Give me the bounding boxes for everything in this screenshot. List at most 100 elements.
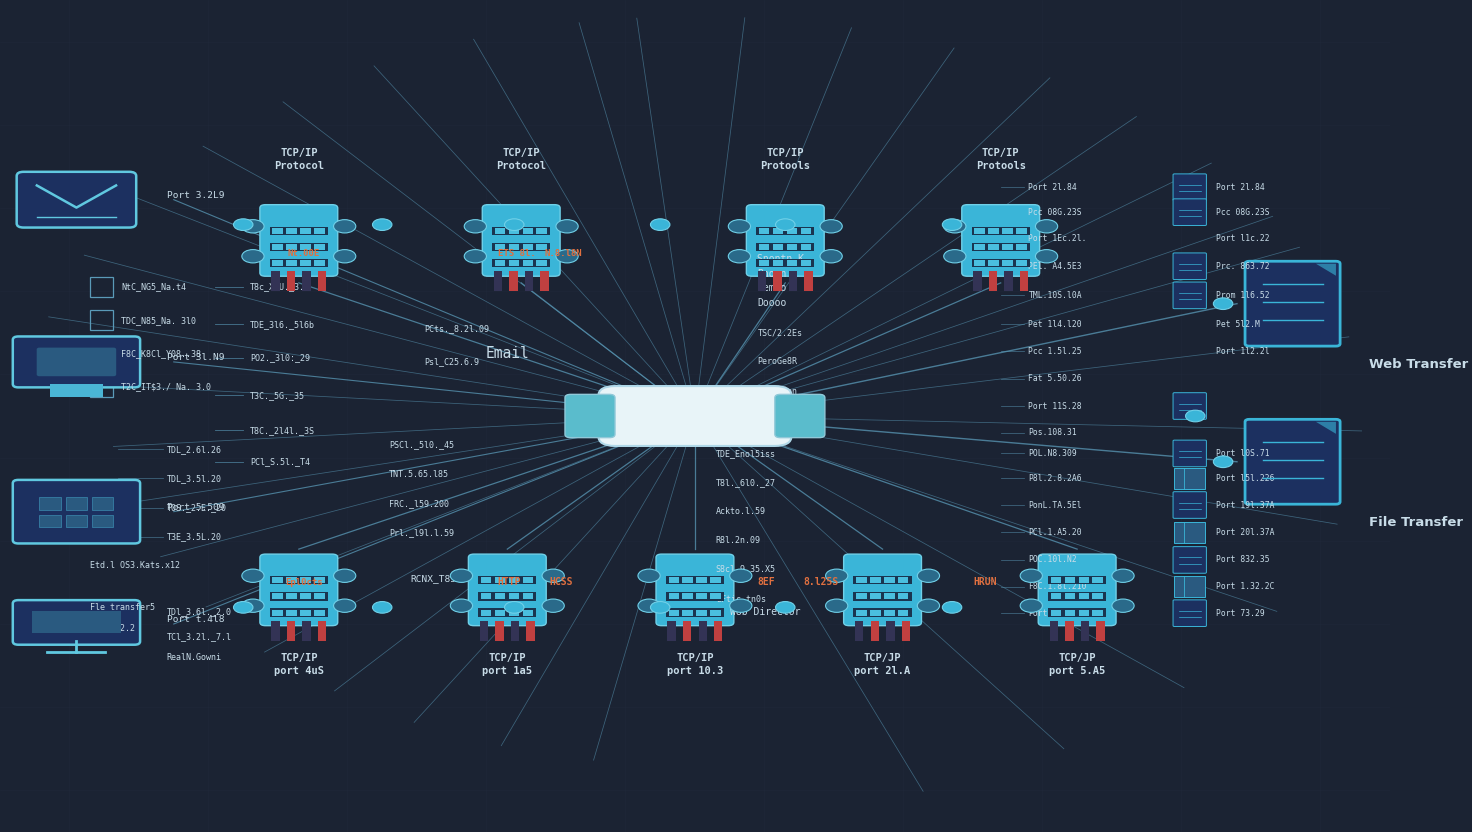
Text: 8.l25S: 8.l25S (804, 577, 839, 587)
Text: TNT.5.65.l85: TNT.5.65.l85 (389, 470, 449, 478)
Text: Pos.108.31: Pos.108.31 (1029, 428, 1078, 437)
Bar (287, 228, 297, 234)
FancyBboxPatch shape (746, 205, 824, 276)
Text: Port l5l.226: Port l5l.226 (1216, 474, 1275, 483)
Bar (272, 610, 283, 616)
Text: Fle transfer5: Fle transfer5 (90, 603, 156, 612)
Bar (90, 310, 112, 330)
Bar (272, 228, 283, 234)
Bar (481, 610, 492, 616)
Bar (1092, 610, 1103, 616)
Bar (1175, 468, 1206, 489)
Bar (989, 271, 997, 291)
Bar (271, 621, 280, 641)
Circle shape (241, 250, 263, 263)
Bar (509, 577, 520, 583)
Bar (683, 621, 692, 641)
Text: TDL_3.5l.20: TDL_3.5l.20 (166, 474, 222, 483)
Bar (527, 621, 534, 641)
Bar (523, 610, 533, 616)
Circle shape (1035, 250, 1058, 263)
Bar (66, 515, 87, 527)
Polygon shape (1316, 422, 1337, 433)
Circle shape (542, 569, 564, 582)
Circle shape (241, 569, 263, 582)
Bar (1097, 621, 1104, 641)
Bar (509, 610, 520, 616)
Bar (760, 228, 770, 234)
Bar (696, 577, 707, 583)
Text: S8cl.9.35.X5: S8cl.9.35.X5 (715, 566, 776, 574)
Bar (66, 498, 87, 510)
Bar (478, 608, 536, 617)
Bar (854, 576, 911, 584)
Text: PCts._8.2l.09: PCts._8.2l.09 (424, 324, 489, 333)
Text: Port 3.2L9: Port 3.2L9 (166, 191, 224, 200)
Bar (492, 259, 551, 267)
Bar (300, 610, 311, 616)
Circle shape (464, 220, 486, 233)
Bar (710, 593, 721, 599)
Bar (1016, 228, 1026, 234)
Bar (789, 271, 798, 291)
Text: N.8.l8N: N.8.l8N (545, 250, 583, 258)
FancyBboxPatch shape (261, 205, 337, 276)
Bar (870, 610, 880, 616)
Bar (481, 593, 492, 599)
Text: TDl_3.6l._2.0: TDl_3.6l._2.0 (166, 607, 231, 616)
Text: Port 11S.28: Port 11S.28 (1029, 402, 1082, 410)
Text: TCP/JP
port 2l.A: TCP/JP port 2l.A (854, 653, 911, 676)
Text: Prom 1l6.52: Prom 1l6.52 (1216, 291, 1270, 300)
Text: TDE_3l6._5l6b: TDE_3l6._5l6b (250, 320, 315, 329)
FancyBboxPatch shape (1173, 253, 1207, 280)
Bar (885, 610, 895, 616)
Text: Port l1c.22: Port l1c.22 (1216, 235, 1270, 243)
Bar (857, 593, 867, 599)
Text: NtC_NG5_Na.t4: NtC_NG5_Na.t4 (121, 283, 185, 291)
Text: Etd.l OS3.Kats.x12: Etd.l OS3.Kats.x12 (90, 562, 181, 570)
Bar (855, 621, 864, 641)
Text: F8C.1.8l.210: F8C.1.8l.210 (1029, 582, 1086, 591)
Circle shape (1020, 569, 1042, 582)
Bar (314, 610, 325, 616)
Bar (302, 271, 311, 291)
Text: POC.10l.N2: POC.10l.N2 (1029, 556, 1078, 564)
Bar (773, 228, 783, 234)
Bar (495, 260, 505, 266)
Text: Port 5.509: Port 5.509 (166, 503, 224, 512)
Bar (493, 271, 502, 291)
Circle shape (1213, 298, 1234, 310)
Bar (786, 260, 798, 266)
Bar (300, 593, 311, 599)
FancyBboxPatch shape (16, 171, 137, 227)
Circle shape (334, 569, 356, 582)
Bar (509, 271, 518, 291)
Bar (668, 593, 679, 599)
Bar (478, 576, 536, 584)
FancyBboxPatch shape (1173, 492, 1207, 518)
Text: Port 832.35: Port 832.35 (1216, 556, 1270, 564)
Bar (523, 244, 533, 250)
Bar (1064, 577, 1075, 583)
FancyBboxPatch shape (13, 480, 140, 543)
Bar (710, 610, 721, 616)
Bar (786, 228, 798, 234)
Bar (287, 271, 296, 291)
Text: Port 2l.84: Port 2l.84 (1216, 183, 1264, 191)
Bar (287, 260, 297, 266)
Circle shape (556, 220, 578, 233)
Bar (758, 271, 765, 291)
FancyBboxPatch shape (1245, 261, 1340, 346)
Text: Port 2l.84: Port 2l.84 (1029, 183, 1078, 191)
Bar (271, 271, 280, 291)
Bar (757, 243, 814, 251)
FancyBboxPatch shape (1173, 174, 1207, 201)
Text: T2C_IT$3./ Na. 3.0: T2C_IT$3./ Na. 3.0 (121, 383, 210, 391)
Text: TCP/IP
Protools: TCP/IP Protools (760, 148, 810, 171)
Bar (786, 244, 798, 250)
Bar (857, 577, 867, 583)
FancyBboxPatch shape (261, 554, 337, 626)
Circle shape (776, 219, 795, 230)
Text: Port 20l.37A: Port 20l.37A (1216, 528, 1275, 537)
Text: HRUN: HRUN (973, 577, 997, 587)
